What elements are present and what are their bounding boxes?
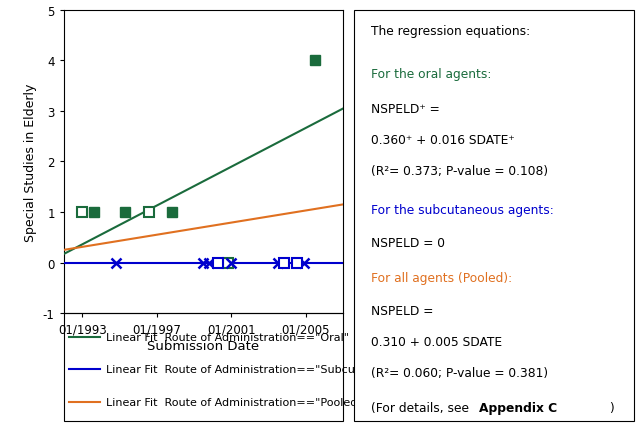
Text: NSPELD⁺ =: NSPELD⁺ = [371, 103, 440, 116]
Text: For all agents (Pooled):: For all agents (Pooled): [371, 271, 512, 285]
Text: NSPELD =: NSPELD = [371, 304, 434, 317]
Text: Linear Fit  Route of Administration=="Pooled": Linear Fit Route of Administration=="Poo… [106, 397, 362, 407]
Text: NSPELD = 0: NSPELD = 0 [371, 237, 445, 249]
Text: Appendix C: Appendix C [479, 401, 557, 414]
Text: (R²= 0.060; P-value = 0.381): (R²= 0.060; P-value = 0.381) [371, 366, 548, 379]
Text: Linear Fit  Route of Administration=="Oral": Linear Fit Route of Administration=="Ora… [106, 332, 348, 342]
Text: For the oral agents:: For the oral agents: [371, 68, 492, 81]
Text: ): ) [609, 401, 613, 414]
Text: (R²= 0.373; P-value = 0.108): (R²= 0.373; P-value = 0.108) [371, 165, 548, 178]
Text: 0.360⁺ + 0.016 SDATE⁺: 0.360⁺ + 0.016 SDATE⁺ [371, 134, 515, 147]
Text: The regression equations:: The regression equations: [371, 25, 530, 38]
Text: For the subcutaneous agents:: For the subcutaneous agents: [371, 204, 554, 217]
Text: 0.310 + 0.005 SDATE: 0.310 + 0.005 SDATE [371, 335, 502, 348]
Y-axis label: Special Studies in Elderly: Special Studies in Elderly [24, 83, 37, 241]
Text: Linear Fit  Route of Administration=="Subcutaneous": Linear Fit Route of Administration=="Sub… [106, 365, 404, 375]
Text: (For details, see: (For details, see [371, 401, 473, 414]
X-axis label: Submission Date: Submission Date [147, 339, 259, 353]
